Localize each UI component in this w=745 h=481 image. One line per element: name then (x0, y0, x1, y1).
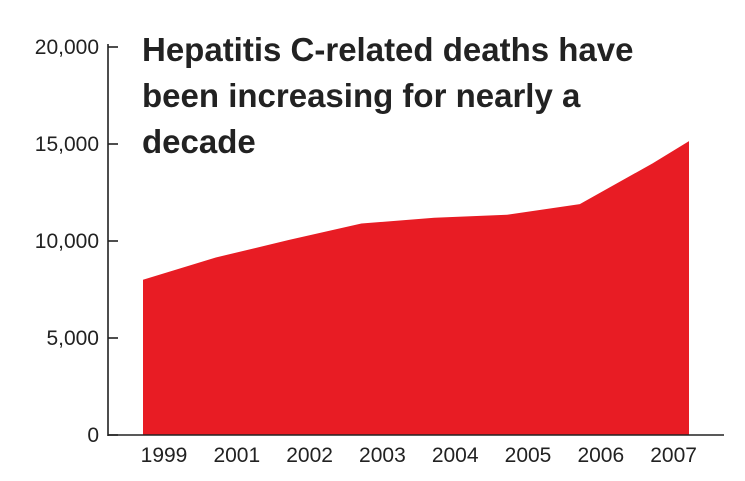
chart-title-line: been increasing for nearly a (142, 77, 581, 114)
chart-title: Hepatitis C-related deaths have been inc… (142, 31, 638, 160)
area-series (143, 141, 689, 435)
x-tick-label: 2002 (286, 444, 333, 467)
x-axis-ticks: 1999 2001 2002 2003 2004 2005 2006 2007 (141, 444, 697, 467)
x-tick-label: 2004 (432, 444, 479, 467)
x-tick-label: 1999 (141, 444, 188, 467)
x-tick-label: 2006 (577, 444, 624, 467)
y-tick-label: 15,000 (35, 133, 99, 156)
x-tick-label: 2003 (359, 444, 406, 467)
x-tick-label: 2007 (650, 444, 697, 467)
y-tick-label: 0 (87, 424, 99, 447)
x-tick-label: 2005 (505, 444, 552, 467)
chart-title-line: decade (142, 123, 256, 160)
chart-title-line: Hepatitis C-related deaths have (142, 31, 634, 68)
y-tick-label: 10,000 (35, 230, 99, 253)
x-tick-label: 2001 (213, 444, 260, 467)
y-tick-label: 5,000 (46, 327, 99, 350)
y-tick-label: 20,000 (35, 36, 99, 59)
y-axis-ticks: 0 5,000 10,000 15,000 20,000 (35, 36, 118, 447)
